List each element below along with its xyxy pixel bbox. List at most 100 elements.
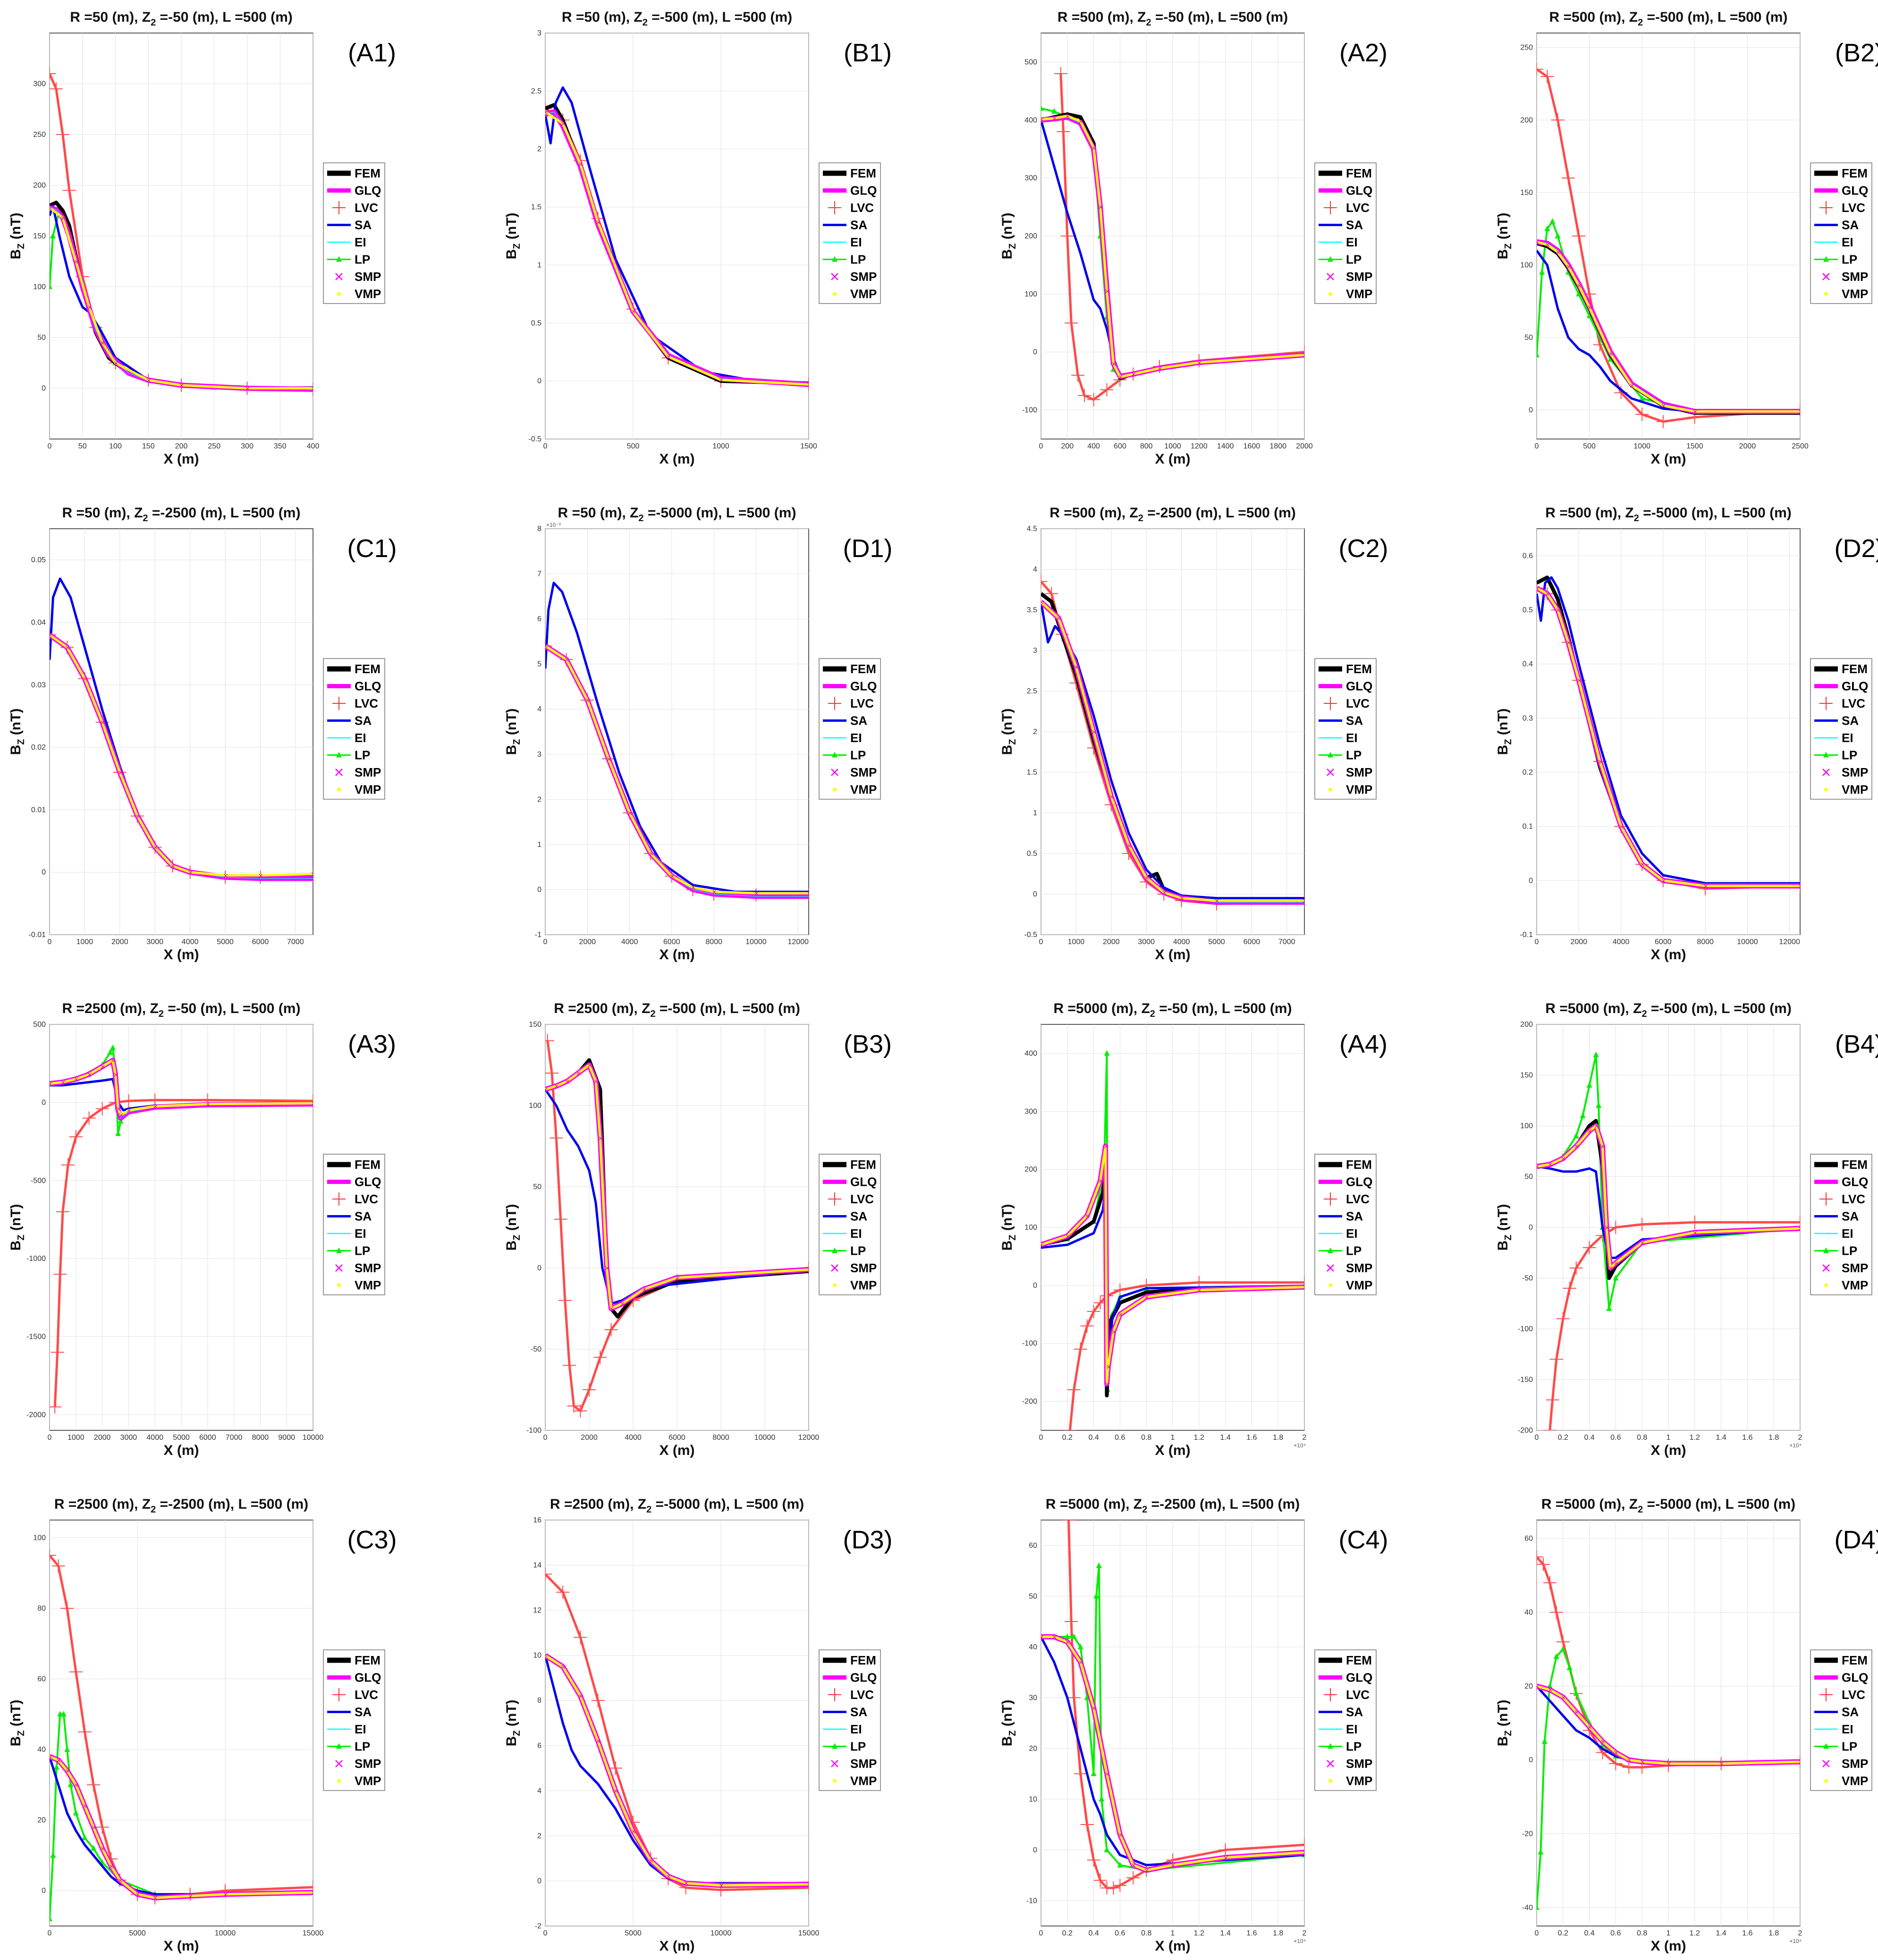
- chart-B2-series-vmp-line: [1537, 240, 1800, 413]
- chart-D3-title: R =2500 (m), Z2 =-5000 (m), L =500 (m): [550, 1496, 804, 1515]
- chart-A2-ytick-label: 400: [1024, 116, 1037, 124]
- chart-A4-ylabel: BZ (nT): [999, 1204, 1018, 1251]
- chart-C2-legend-sa-label: SA: [1346, 714, 1363, 728]
- chart-D2-legend-lvc-swatch: [1819, 697, 1833, 710]
- chart-D1: R =50 (m), Z2 =-5000 (m), L =500 (m) (D1)…: [504, 505, 893, 963]
- chart-B2-legend-box: [1810, 162, 1872, 304]
- chart-B2-panel-label: (B2): [1835, 39, 1878, 67]
- chart-B1-legend-fem: FEM: [823, 166, 876, 180]
- chart-A4-xtick-label: 1.4: [1220, 1434, 1230, 1442]
- chart-B4-legend-smp-label: SMP: [1842, 1261, 1868, 1275]
- chart-A1-legend-ei: EI: [327, 235, 366, 249]
- chart-B1-title: R =50 (m), Z2 =-500 (m), L =500 (m): [562, 9, 792, 28]
- chart-A2-series-smp-marker: ×: [1039, 116, 1044, 124]
- chart-D1-legend-fem-label: FEM: [850, 662, 876, 676]
- chart-C1-xtick-label: 5000: [217, 938, 234, 946]
- chart-D3-legend-lp-label: LP: [850, 1740, 866, 1754]
- chart-C1-xtick-label: 6000: [252, 938, 269, 946]
- chart-C4-legend-lvc-label: LVC: [1346, 1688, 1370, 1702]
- chart-A2-legend-ei: EI: [1319, 235, 1358, 249]
- chart-A3-series-lvc-marker: [53, 1267, 67, 1281]
- chart-A3-series-smp-marker: ×: [47, 1081, 53, 1088]
- chart-C2-xtick-label: 2000: [1103, 938, 1120, 946]
- chart-B4-series-smp-marker: ×: [1574, 1143, 1580, 1150]
- chart-C4-series-lp-marker: [1071, 1633, 1077, 1639]
- chart-B1-legend-sa: SA: [823, 218, 867, 232]
- chart-D3-legend-lp: LP: [823, 1740, 866, 1754]
- chart-C3-series-lp-marker: [64, 1746, 70, 1752]
- chart-A3-legend: FEM GLQ LVC SA EI LP SMP VMP: [323, 1154, 385, 1295]
- chart-B4-xtick-label: 0.8: [1637, 1434, 1647, 1442]
- chart-C1-legend-lp-marker: [336, 752, 342, 758]
- chart-C1-series-smp-marker: ×: [82, 676, 88, 683]
- chart-B2-series-smp-marker: ×: [1798, 408, 1803, 416]
- chart-D2: R =500 (m), Z2 =-5000 (m), L =500 (m) (D2…: [1495, 505, 1878, 963]
- chart-B1-ytick-label: 1.5: [531, 203, 541, 211]
- chart-B4-series-lvc-marker: [1549, 1352, 1563, 1366]
- chart-B3-series-smp-marker: ×: [642, 1286, 647, 1293]
- chart-B4-series-lvc-marker: [1635, 1217, 1649, 1231]
- chart-A2-legend-lvc: LVC: [1324, 201, 1370, 215]
- chart-B2-xtick-label: 2500: [1792, 442, 1809, 450]
- chart-A4-plot-area: × × × × × × × × × × × ×: [1041, 1050, 1308, 1430]
- chart-A3: R =2500 (m), Z2 =-50 (m), L =500 (m) (A3)…: [8, 1001, 396, 1458]
- chart-C2-ytick-label: 1: [1033, 809, 1037, 817]
- chart-B3-series-vmp-line: [545, 1064, 809, 1310]
- chart-A3-xlabel: X (m): [164, 1443, 199, 1458]
- chart-A4-ytick-label: -200: [1022, 1398, 1037, 1406]
- chart-C3-ytick-label: 20: [37, 1816, 46, 1825]
- chart-A4-series-smp-marker: ×: [1302, 1284, 1308, 1292]
- chart-C4: R =5000 (m), Z2 =-2500 (m), L =500 (m) (C…: [999, 1496, 1388, 1954]
- chart-A3-legend-box: [323, 1154, 385, 1295]
- chart-A1-ytick-label: 250: [33, 131, 46, 139]
- chart-C3-series-smp-marker: ×: [82, 1803, 88, 1810]
- chart-B4-legend-lp: LP: [1814, 1244, 1857, 1258]
- chart-C1-series-smp-marker: ×: [47, 632, 53, 639]
- chart-C3-series-lvc-marker: [95, 1820, 109, 1834]
- chart-C2-legend-ei: EI: [1319, 731, 1358, 745]
- chart-D1-legend: FEM GLQ LVC SA EI LP SMP VMP: [819, 658, 881, 800]
- chart-C4-series-lvc-marker: [1087, 1853, 1100, 1867]
- chart-D1-legend-lp-marker: [832, 752, 837, 758]
- chart-C2-ytick-label: 2.5: [1027, 687, 1037, 695]
- chart-C4-xtick-label: 0.4: [1088, 1929, 1099, 1937]
- chart-B2-ytick-label: 50: [1524, 334, 1533, 342]
- chart-C4-legend-lp: LP: [1319, 1740, 1362, 1754]
- chart-D4-legend-smp-label: SMP: [1842, 1757, 1868, 1771]
- chart-D4-legend: FEM GLQ LVC SA EI LP SMP VMP: [1810, 1649, 1872, 1791]
- chart-A2-series-lvc-marker: [1078, 389, 1091, 402]
- chart-C3-legend-lvc-label: LVC: [355, 1688, 378, 1702]
- chart-A1-legend-glq-label: GLQ: [355, 184, 381, 198]
- chart-C1-legend-vmp: VMP: [337, 783, 381, 797]
- chart-A2-legend-fem: FEM: [1319, 166, 1372, 180]
- chart-A3-xtick-label: 0: [48, 1434, 52, 1442]
- chart-C2-legend-fem-label: FEM: [1346, 662, 1372, 676]
- chart-A1: R =50 (m), Z2 =-50 (m), L =500 (m) (A1) 0 5…: [8, 9, 396, 467]
- chart-C2-legend-lp: LP: [1319, 748, 1362, 762]
- chart-A1-legend-lp: LP: [327, 253, 370, 267]
- chart-B3-legend-lp: LP: [823, 1244, 866, 1258]
- chart-C3-series-smp-marker: ×: [188, 1892, 194, 1900]
- chart-B4-legend-glq: GLQ: [1814, 1175, 1868, 1189]
- chart-C2-series-smp-marker: ×: [1091, 728, 1097, 736]
- chart-D2-panel-label: (D2): [1835, 534, 1878, 563]
- chart-C4-series-lp-marker: [1104, 1846, 1110, 1852]
- chart-C4-ytick-label: 60: [1029, 1542, 1037, 1550]
- chart-B3-series-lvc-marker: [545, 1034, 554, 1048]
- chart-D2-series-vmp: × × × × × × × × × × ×: [1537, 585, 1800, 890]
- chart-A4-xtick-label: 0.8: [1141, 1434, 1151, 1442]
- chart-D2-xtick-label: 8000: [1697, 938, 1714, 946]
- chart-D2-series-smp-marker: ×: [1661, 877, 1667, 885]
- chart-A3-series-lvc-marker: [61, 1158, 75, 1172]
- chart-D4-legend-lvc: LVC: [1819, 1688, 1865, 1702]
- chart-D2-legend-fem: FEM: [1814, 662, 1868, 676]
- chart-B3-legend-lvc-label: LVC: [850, 1192, 874, 1206]
- chart-D2-xlabel: X (m): [1651, 947, 1686, 963]
- chart-B3-series-lvc-marker: [604, 1323, 618, 1336]
- chart-C1-series-smp-marker: ×: [258, 872, 263, 879]
- chart-D1-ytick-label: 0: [537, 886, 541, 894]
- chart-A1-series-smp-marker: ×: [47, 204, 53, 212]
- chart-D4-xtick-label: 0.4: [1584, 1929, 1594, 1937]
- chart-D4-xtick-label: 1.2: [1690, 1929, 1700, 1937]
